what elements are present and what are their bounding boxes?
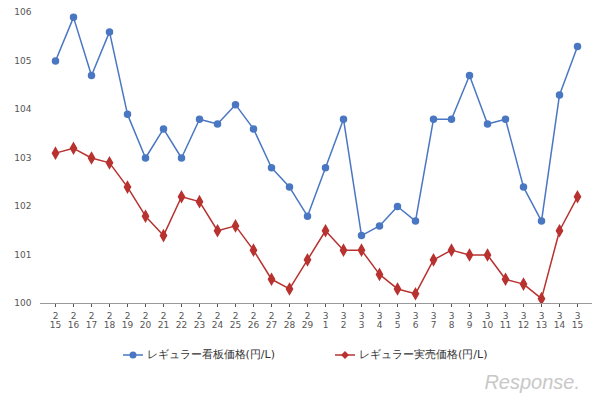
svg-text:217: 217 [86, 311, 97, 330]
svg-text:101: 101 [14, 250, 31, 260]
svg-text:218: 218 [104, 311, 116, 330]
svg-text:315: 315 [572, 311, 583, 330]
svg-text:38: 38 [449, 311, 455, 330]
svg-text:36: 36 [413, 311, 419, 330]
svg-text:224: 224 [212, 311, 224, 330]
svg-text:105: 105 [14, 56, 31, 66]
svg-text:220: 220 [140, 311, 152, 330]
svg-text:35: 35 [395, 311, 401, 330]
svg-text:39: 39 [467, 311, 473, 330]
svg-text:32: 32 [341, 311, 347, 330]
svg-text:227: 227 [266, 311, 277, 330]
svg-text:31: 31 [323, 311, 329, 330]
html-text:レギュラー看板価格(円/L): レギュラー看板価格(円/L) [146, 348, 275, 361]
svg-text:104: 104 [14, 104, 31, 114]
svg-text:100: 100 [14, 298, 31, 308]
svg-text:106: 106 [14, 7, 31, 17]
svg-text:215: 215 [50, 311, 61, 330]
svg-text:216: 216 [68, 311, 80, 330]
svg-text:312: 312 [518, 311, 529, 330]
svg-text:221: 221 [158, 311, 169, 330]
svg-text:103: 103 [14, 153, 31, 163]
svg-text:226: 226 [248, 311, 260, 330]
svg-text:311: 311 [500, 311, 511, 330]
svg-text:314: 314 [554, 311, 566, 330]
svg-text:223: 223 [194, 311, 205, 330]
html-text:レギュラー実売価格(円/L): レギュラー実売価格(円/L) [359, 348, 488, 361]
svg-text:229: 229 [302, 311, 314, 330]
svg-text:33: 33 [359, 311, 365, 330]
svg-text:34: 34 [377, 311, 383, 330]
svg-text:228: 228 [284, 311, 296, 330]
html-text:Response.: Response. [484, 371, 580, 393]
svg-text:219: 219 [122, 311, 134, 330]
svg-text:222: 222 [176, 311, 187, 330]
svg-text:102: 102 [14, 201, 31, 211]
svg-text:313: 313 [536, 311, 547, 330]
svg-text:310: 310 [482, 311, 494, 330]
svg-text:225: 225 [230, 311, 241, 330]
svg-text:37: 37 [431, 311, 437, 330]
